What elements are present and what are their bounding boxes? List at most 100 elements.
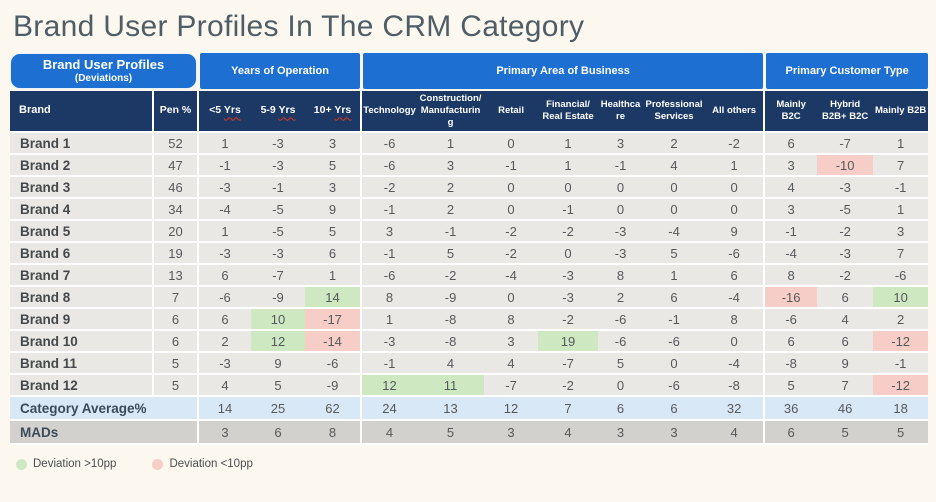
value-cell: 47	[152, 155, 197, 177]
value-cell: 3	[873, 221, 929, 243]
value-cell: 2	[598, 287, 644, 309]
value-cell: 24	[360, 397, 418, 421]
brand-name: Brand 3	[10, 177, 152, 199]
brand-row: Brand 5 20 1 -5 5 3 -1 -2 -2 -3 -4 9 -1 -2 3	[10, 221, 929, 243]
corner-box: Brand User Profiles (Deviations)	[10, 53, 197, 89]
value-cell: 6	[763, 421, 818, 445]
brand-row: Brand 10 6 2 12 -14 -3 -8 3 19 -6 -6 0 6 6 -12	[10, 331, 929, 353]
value-cell: 8	[484, 309, 539, 331]
value-cell: -6	[360, 133, 418, 155]
value-cell: -1	[251, 177, 305, 199]
value-cell: -2	[538, 221, 599, 243]
value-cell: 4	[538, 421, 599, 445]
value-cell: 6	[197, 309, 251, 331]
column-header: Mainly B2B	[873, 91, 929, 133]
brand-name: Brand 5	[10, 221, 152, 243]
slide: { "title": "Brand User Profiles In The C…	[0, 10, 936, 502]
value-cell: 46	[152, 177, 197, 199]
value-cell: 5	[152, 353, 197, 375]
value-cell: 9	[817, 353, 874, 375]
brand-name: Brand 10	[10, 331, 152, 353]
value-cell: -3	[251, 243, 305, 265]
value-cell: -2	[817, 221, 874, 243]
value-cell: 46	[817, 397, 874, 421]
value-cell: -1	[360, 243, 418, 265]
value-cell: 5	[152, 375, 197, 397]
value-cell: 8	[705, 309, 764, 331]
value-cell: 4	[817, 309, 874, 331]
value-cell: 14	[197, 397, 251, 421]
value-cell: 3	[360, 221, 418, 243]
value-cell: 0	[705, 199, 764, 221]
value-cell: -4	[705, 353, 764, 375]
value-cell: -6	[705, 243, 764, 265]
value-cell: -6	[305, 353, 361, 375]
value-cell: -1	[538, 199, 599, 221]
value-cell: -3	[360, 331, 418, 353]
column-header: Pen %	[152, 91, 197, 133]
value-cell: 3	[305, 177, 361, 199]
value-cell: -2	[484, 221, 539, 243]
value-cell: 32	[705, 397, 764, 421]
value-cell: -1	[417, 221, 485, 243]
brand-row: Brand 11 5 -3 9 -6 -1 4 4 -7 5 0 -4 -8 9 -1	[10, 353, 929, 375]
value-cell: 52	[152, 133, 197, 155]
value-cell: 2	[417, 199, 485, 221]
value-cell: -6	[643, 375, 706, 397]
brand-name: Brand 11	[10, 353, 152, 375]
value-cell: 8	[360, 287, 418, 309]
value-cell: -3	[538, 265, 599, 287]
value-cell: -9	[417, 287, 485, 309]
value-cell: -6	[763, 309, 818, 331]
value-cell: -6	[598, 309, 644, 331]
value-cell: -17	[305, 309, 361, 331]
value-cell: -1	[643, 309, 706, 331]
value-cell: 2	[197, 331, 251, 353]
category-average-row: Category Average% 14 25 62 24 13 12 7 6 6 32 36 46 18	[10, 397, 929, 421]
value-cell: 3	[197, 421, 251, 445]
table-body: Brand 1 52 1 -3 3 -6 1 0 1 3 2 -2 6 -7 1 Brand 2 47 -1 -3 5…	[10, 133, 929, 445]
value-cell: 34	[152, 199, 197, 221]
column-header: Healthcare	[598, 91, 644, 133]
value-cell: -1	[763, 221, 818, 243]
value-cell: 9	[305, 199, 361, 221]
value-cell: 5	[817, 421, 874, 445]
value-cell: -7	[484, 375, 539, 397]
value-cell: 0	[643, 177, 706, 199]
brand-row: Brand 7 13 6 -7 1 -6 -2 -4 -3 8 1 6 8 -2 -6	[10, 265, 929, 287]
value-cell: -3	[598, 221, 644, 243]
value-cell: -4	[197, 199, 251, 221]
column-header: Hybrid B2B+ B2C	[817, 91, 874, 133]
value-cell: 7	[152, 287, 197, 309]
red-deviation-dot-icon	[152, 458, 164, 470]
value-cell: 7	[817, 375, 874, 397]
value-cell: 7	[873, 155, 929, 177]
value-cell: -4	[763, 243, 818, 265]
value-cell: 1	[538, 133, 599, 155]
value-cell: 6	[197, 265, 251, 287]
column-header: 5-9 Yrs	[251, 91, 305, 133]
value-cell: 2	[417, 177, 485, 199]
value-cell: -7	[817, 133, 874, 155]
green-deviation-dot-icon	[16, 458, 27, 470]
value-cell: 12	[360, 375, 418, 397]
value-cell: 2	[873, 309, 929, 331]
value-cell: 6	[152, 331, 197, 353]
value-cell: 2	[643, 133, 706, 155]
value-cell: -1	[873, 177, 929, 199]
value-cell: 5	[598, 353, 644, 375]
value-cell: 4	[643, 155, 706, 177]
value-cell: -4	[643, 221, 706, 243]
value-cell: 0	[643, 199, 706, 221]
value-cell: 25	[251, 397, 305, 421]
value-cell: 3	[598, 133, 644, 155]
column-header: Brand	[10, 91, 152, 133]
value-cell: 5	[417, 421, 485, 445]
brand-name: Brand 7	[10, 265, 152, 287]
legend: Deviation >10pp Deviation <10pp	[16, 458, 936, 470]
value-cell: 1	[643, 265, 706, 287]
value-cell: 0	[538, 243, 599, 265]
value-cell: 1	[705, 155, 764, 177]
value-cell: 1	[538, 155, 599, 177]
brand-row: Brand 9 6 6 10 -17 1 -8 8 -2 -6 -1 8 -6 4 2	[10, 309, 929, 331]
